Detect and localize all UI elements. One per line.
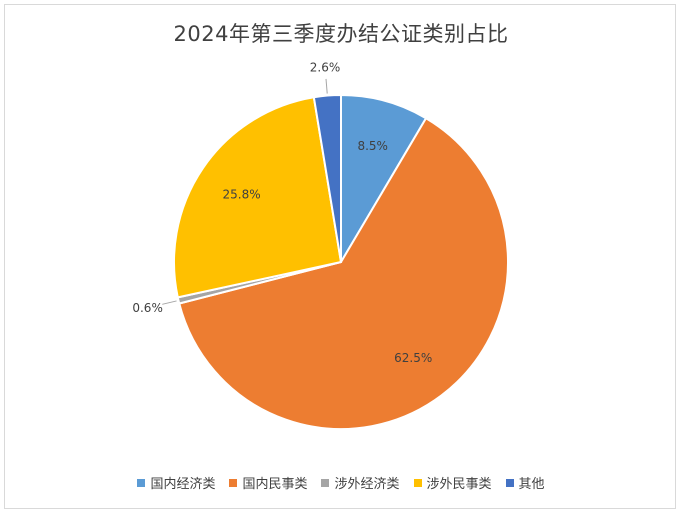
- legend-swatch-shewai-jingji: [321, 478, 330, 487]
- data-label-shewai-jingji: 0.6%: [132, 301, 163, 315]
- pie-slice-shewai-minshi: [173, 96, 343, 299]
- legend-item-shewai-minshi: 涉外民事类: [413, 473, 492, 492]
- legend-label-shewai-minshi: 涉外民事类: [426, 477, 492, 492]
- legend-swatch-guonei-jingji: [137, 478, 146, 487]
- legend-label-shewai-jingji: 涉外经济类: [334, 477, 400, 492]
- legend: 国内经济类 国内民事类 涉外经济类 涉外民事类 其他: [0, 473, 682, 492]
- pie-slice-guonei-minshi: [178, 116, 510, 430]
- legend-item-shewai-jingji: 涉外经济类: [321, 473, 400, 492]
- legend-label-qita: 其他: [518, 477, 545, 492]
- leader-line-qita: [325, 78, 328, 94]
- data-label-guonei-minshi: 62.5%: [394, 351, 432, 365]
- pie-slice-guonei-jingji: [340, 93, 428, 266]
- legend-item-qita: 其他: [505, 473, 545, 492]
- legend-swatch-qita: [505, 478, 514, 487]
- legend-swatch-shewai-minshi: [413, 478, 422, 487]
- chart-title: 2024年第三季度办结公证类别占比: [173, 22, 509, 46]
- legend-label-guonei-jingji: 国内经济类: [150, 477, 216, 492]
- legend-label-guonei-minshi: 国内民事类: [242, 477, 308, 492]
- legend-item-guonei-minshi: 国内民事类: [229, 473, 307, 492]
- data-label-qita: 2.6%: [310, 60, 341, 74]
- legend-item-guonei-jingji: 国内经济类: [137, 473, 215, 492]
- legend-swatch-guonei-minshi: [229, 478, 238, 487]
- pie-slice-qita: [312, 93, 342, 263]
- leader-line-shewai-jingji: [162, 300, 177, 305]
- data-label-guonei-jingji: 8.5%: [357, 139, 388, 153]
- data-label-shewai-minshi: 25.8%: [222, 187, 260, 201]
